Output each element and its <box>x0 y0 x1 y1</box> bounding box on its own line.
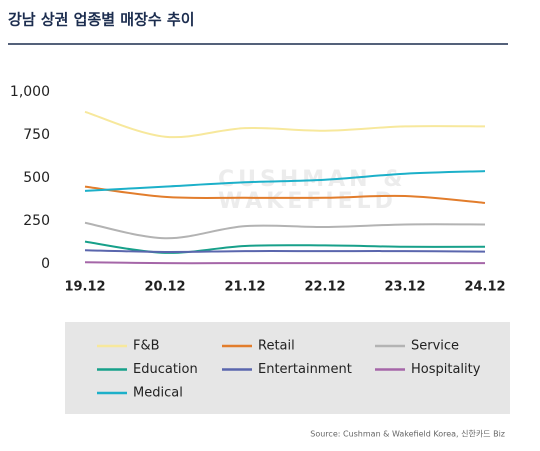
series-line <box>84 170 486 192</box>
series-line <box>84 249 486 253</box>
legend-label: Hospitality <box>411 362 481 377</box>
series-line <box>84 261 485 265</box>
x-tick-label: 19.12 <box>64 280 105 295</box>
y-tick-label: 250 <box>23 213 50 229</box>
x-tick-label: 20.12 <box>144 280 185 295</box>
legend-label: Medical <box>133 386 183 401</box>
x-tick-label: 23.12 <box>384 280 425 295</box>
legend-label: Retail <box>258 339 295 354</box>
watermark: WAKEFIELD <box>218 189 397 214</box>
y-tick-label: 0 <box>41 256 50 272</box>
y-tick-label: 750 <box>23 127 50 143</box>
source: Source: Cushman & Wakefield Korea, 신한카드 … <box>310 430 505 439</box>
legend-label: Education <box>133 362 198 377</box>
legend-label: Service <box>411 339 459 354</box>
x-tick-label: 24.12 <box>464 280 505 295</box>
series-line <box>84 185 486 204</box>
series-line <box>84 221 486 240</box>
series-line <box>84 110 486 139</box>
y-tick-label: 1,000 <box>10 84 50 100</box>
x-tick-label: 21.12 <box>224 280 265 295</box>
legend-box <box>65 322 510 414</box>
chart-title: 강남 상권 업종별 매장수 추이 <box>8 11 195 29</box>
x-tick-label: 22.12 <box>304 280 345 295</box>
legend-label: F&B <box>133 339 160 354</box>
legend-label: Entertainment <box>258 362 352 377</box>
y-tick-label: 500 <box>23 170 50 186</box>
